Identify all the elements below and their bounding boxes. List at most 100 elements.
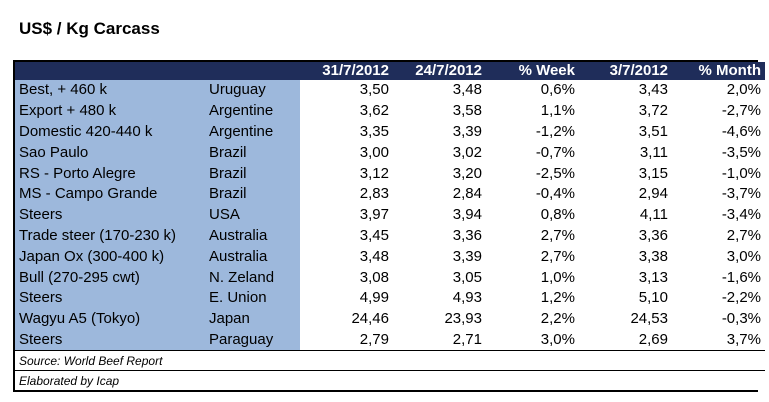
row-name-cell: Steers (15, 204, 205, 226)
row-current-price-cell: 3,12 (300, 163, 393, 184)
table-row: MS - Campo Grande Brazil 2,83 2,84 -0,4% 2,94… (15, 183, 765, 205)
source-row: Source: World Beef Report (15, 350, 765, 371)
row-month-price-cell: 3,36 (579, 225, 672, 247)
row-month-change-cell: -0,3% (672, 308, 765, 330)
row-country-cell: Brazil (205, 183, 300, 205)
row-current-price-cell: 4,99 (300, 287, 393, 309)
row-week-change-cell: 2,7% (486, 225, 579, 247)
table-row: Sao Paulo Brazil 3,00 3,02 -0,7% 3,11 -3,5% (15, 142, 765, 164)
row-month-price-cell: 2,94 (579, 183, 672, 205)
elaborated-note: Elaborated by Icap (15, 370, 765, 391)
row-week-change-cell: 0,8% (486, 204, 579, 226)
row-name-cell: Steers (15, 287, 205, 309)
table-row: Bull (270-295 cwt) N. Zeland 3,08 3,05 1,0% 3… (15, 267, 765, 288)
row-week-price-cell: 4,93 (393, 287, 486, 309)
row-week-change-cell: 1,0% (486, 267, 579, 288)
row-current-price-cell: 3,35 (300, 121, 393, 143)
row-week-change-cell: 2,2% (486, 308, 579, 330)
table-row: Best, + 460 k Uruguay 3,50 3,48 0,6% 3,43 2,0% (15, 80, 765, 101)
row-current-price-cell: 3,45 (300, 225, 393, 247)
row-month-change-cell: 2,7% (672, 225, 765, 247)
row-week-price-cell: 3,36 (393, 225, 486, 247)
table-row: Domestic 420-440 k Argentine 3,35 3,39 -1,2%… (15, 121, 765, 143)
row-name-cell: Bull (270-295 cwt) (15, 267, 205, 288)
row-country-cell: Brazil (205, 163, 300, 184)
row-month-price-cell: 3,15 (579, 163, 672, 184)
row-week-price-cell: 3,02 (393, 142, 486, 164)
row-month-change-cell: -2,2% (672, 287, 765, 309)
header-date-week: 24/7/2012 (393, 62, 486, 80)
row-week-price-cell: 3,58 (393, 100, 486, 122)
row-month-price-cell: 3,43 (579, 80, 672, 101)
row-country-cell: Japan (205, 308, 300, 330)
row-month-change-cell: -4,6% (672, 121, 765, 143)
row-current-price-cell: 3,50 (300, 80, 393, 101)
header-date-current: 31/7/2012 (300, 62, 393, 80)
table-header-row: 31/7/2012 24/7/2012 % Week 3/7/2012 % Mo… (15, 62, 765, 80)
row-country-cell: Brazil (205, 142, 300, 164)
row-current-price-cell: 3,48 (300, 246, 393, 268)
row-country-cell: Argentine (205, 121, 300, 143)
row-country-cell: Argentine (205, 100, 300, 122)
row-country-cell: Australia (205, 225, 300, 247)
row-country-cell: Uruguay (205, 80, 300, 101)
row-month-change-cell: -2,7% (672, 100, 765, 122)
row-month-price-cell: 3,13 (579, 267, 672, 288)
row-week-price-cell: 23,93 (393, 308, 486, 330)
row-current-price-cell: 3,08 (300, 267, 393, 288)
row-week-change-cell: 1,2% (486, 287, 579, 309)
table-row: Export + 480 k Argentine 3,62 3,58 1,1% 3,72-… (15, 100, 765, 122)
table-row: Japan Ox (300-400 k) Australia 3,48 3,39 2,7… (15, 246, 765, 268)
row-current-price-cell: 2,79 (300, 329, 393, 351)
header-cell (15, 62, 205, 80)
row-name-cell: Steers (15, 329, 205, 351)
row-name-cell: Trade steer (170-230 k) (15, 225, 205, 247)
row-week-change-cell: -0,4% (486, 183, 579, 205)
row-week-price-cell: 3,48 (393, 80, 486, 101)
row-week-price-cell: 3,20 (393, 163, 486, 184)
row-month-change-cell: 2,0% (672, 80, 765, 101)
header-cell (205, 62, 300, 80)
row-month-price-cell: 3,11 (579, 142, 672, 164)
row-week-price-cell: 3,05 (393, 267, 486, 288)
row-month-price-cell: 3,38 (579, 246, 672, 268)
row-week-change-cell: 3,0% (486, 329, 579, 351)
row-month-change-cell: 3,0% (672, 246, 765, 268)
price-table: 31/7/2012 24/7/2012 % Week 3/7/2012 % Mo… (15, 62, 765, 391)
row-country-cell: USA (205, 204, 300, 226)
header-pct-week: % Week (486, 62, 579, 80)
row-name-cell: Wagyu A5 (Tokyo) (15, 308, 205, 330)
row-current-price-cell: 24,46 (300, 308, 393, 330)
row-week-change-cell: 2,7% (486, 246, 579, 268)
table-row: Steers E. Union 4,99 4,93 1,2% 5,10 -2,2% (15, 287, 765, 309)
row-month-price-cell: 5,10 (579, 287, 672, 309)
row-month-change-cell: -3,5% (672, 142, 765, 164)
row-month-change-cell: -3,4% (672, 204, 765, 226)
row-name-cell: Sao Paulo (15, 142, 205, 164)
row-name-cell: Domestic 420-440 k (15, 121, 205, 143)
row-month-price-cell: 2,69 (579, 329, 672, 351)
table-row: RS - Porto Alegre Brazil 3,12 3,20 -2,5% 3,15… (15, 163, 765, 184)
row-name-cell: Best, + 460 k (15, 80, 205, 101)
row-current-price-cell: 3,97 (300, 204, 393, 226)
row-week-change-cell: -1,2% (486, 121, 579, 143)
table-row: Steers USA 3,97 3,94 0,8% 4,11 -3,4% (15, 204, 765, 226)
page-title: US$ / Kg Carcass (19, 19, 160, 38)
row-country-cell: Australia (205, 246, 300, 268)
row-country-cell: Paraguay (205, 329, 300, 351)
header-date-month: 3/7/2012 (579, 62, 672, 80)
row-week-change-cell: 0,6% (486, 80, 579, 101)
row-week-price-cell: 2,84 (393, 183, 486, 205)
source-note: Source: World Beef Report (15, 350, 765, 371)
row-name-cell: MS - Campo Grande (15, 183, 205, 205)
table-row: Wagyu A5 (Tokyo) Japan 24,46 23,93 2,2% 24,53… (15, 308, 765, 330)
row-month-price-cell: 3,51 (579, 121, 672, 143)
table-row: Steers Paraguay 2,79 2,71 3,0% 2,69 3,7% (15, 329, 765, 351)
table-row: Trade steer (170-230 k) Australia 3,45 3,36… (15, 225, 765, 247)
row-week-price-cell: 3,39 (393, 121, 486, 143)
row-month-price-cell: 3,72 (579, 100, 672, 122)
row-current-price-cell: 3,00 (300, 142, 393, 164)
row-week-price-cell: 2,71 (393, 329, 486, 351)
row-month-change-cell: 3,7% (672, 329, 765, 351)
row-week-change-cell: -2,5% (486, 163, 579, 184)
